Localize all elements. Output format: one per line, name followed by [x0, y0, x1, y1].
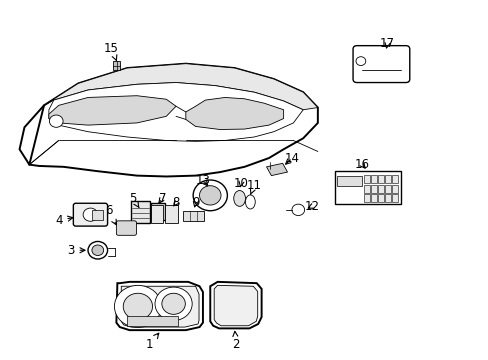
Circle shape: [114, 285, 161, 328]
Polygon shape: [20, 64, 317, 176]
Circle shape: [123, 293, 152, 320]
Bar: [92, 210, 103, 220]
Bar: [391, 185, 397, 193]
Polygon shape: [49, 96, 176, 125]
Circle shape: [155, 287, 192, 320]
Polygon shape: [49, 82, 303, 141]
Bar: [127, 316, 178, 326]
Polygon shape: [266, 163, 287, 176]
Bar: [131, 201, 149, 223]
Bar: [336, 175, 361, 186]
Bar: [377, 185, 384, 193]
Text: 17: 17: [379, 37, 394, 50]
Text: 7: 7: [158, 192, 166, 205]
Bar: [391, 175, 397, 183]
Bar: [370, 175, 376, 183]
FancyBboxPatch shape: [113, 62, 120, 70]
Bar: [370, 194, 376, 202]
Bar: [150, 203, 165, 220]
Bar: [370, 185, 376, 193]
Polygon shape: [214, 285, 257, 326]
Ellipse shape: [245, 195, 255, 209]
Text: 13: 13: [195, 174, 210, 186]
Circle shape: [83, 208, 98, 221]
Text: 14: 14: [285, 152, 299, 165]
Text: 5: 5: [129, 192, 139, 208]
Circle shape: [92, 245, 103, 256]
Text: 16: 16: [354, 158, 368, 171]
Text: 12: 12: [304, 200, 319, 213]
Text: 9: 9: [191, 196, 199, 209]
Text: 2: 2: [232, 332, 240, 351]
Bar: [363, 175, 369, 183]
Bar: [363, 194, 369, 202]
Bar: [183, 211, 203, 221]
Bar: [384, 194, 390, 202]
Bar: [377, 175, 384, 183]
Text: 10: 10: [233, 177, 248, 190]
Text: 1: 1: [145, 333, 159, 351]
Circle shape: [162, 293, 185, 314]
Circle shape: [49, 115, 63, 127]
Bar: [377, 194, 384, 202]
Polygon shape: [210, 282, 261, 328]
Bar: [384, 175, 390, 183]
Bar: [334, 171, 400, 204]
Polygon shape: [44, 64, 317, 110]
Circle shape: [355, 57, 365, 66]
Text: 8: 8: [172, 196, 180, 209]
Polygon shape: [116, 282, 203, 330]
FancyBboxPatch shape: [116, 221, 136, 235]
Text: 6: 6: [104, 204, 116, 225]
Circle shape: [88, 242, 107, 259]
Text: 15: 15: [104, 42, 119, 60]
Text: 4: 4: [55, 214, 73, 227]
Circle shape: [193, 180, 227, 211]
Text: 11: 11: [246, 179, 261, 194]
Bar: [165, 206, 177, 223]
Text: 3: 3: [67, 244, 85, 257]
Bar: [363, 185, 369, 193]
FancyBboxPatch shape: [73, 203, 107, 226]
Circle shape: [199, 186, 221, 205]
Polygon shape: [121, 286, 199, 327]
Circle shape: [291, 204, 304, 216]
Bar: [384, 185, 390, 193]
FancyBboxPatch shape: [352, 46, 409, 82]
Bar: [150, 204, 163, 223]
Ellipse shape: [233, 190, 245, 206]
Polygon shape: [185, 98, 283, 130]
Bar: [391, 194, 397, 202]
